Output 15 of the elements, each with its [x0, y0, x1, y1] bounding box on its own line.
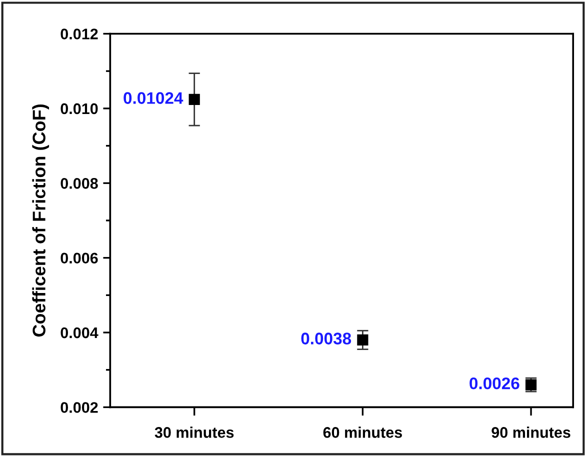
- point: [188, 94, 200, 106]
- y-tick-label: 0.012: [60, 28, 98, 40]
- y-tick-label: 0.002: [60, 402, 98, 413]
- y-tick-label: 0.010: [60, 103, 98, 114]
- data-label: 0.01024: [124, 92, 184, 104]
- x-tick-label: 90 minutes: [492, 426, 570, 438]
- x-tick-label: 60 minutes: [323, 426, 402, 438]
- y-axis-title: Coefficent of Friction (CoF): [32, 104, 50, 337]
- y-tick-label: 0.006: [60, 252, 98, 264]
- data-label: 0.0038: [301, 332, 352, 344]
- y-tick-label: 0.004: [60, 327, 98, 338]
- data-label: 0.0026: [470, 377, 520, 390]
- x-tick-label: 30 minutes: [154, 426, 234, 438]
- point: [357, 334, 368, 346]
- y-tick-label: 0.008: [60, 178, 98, 189]
